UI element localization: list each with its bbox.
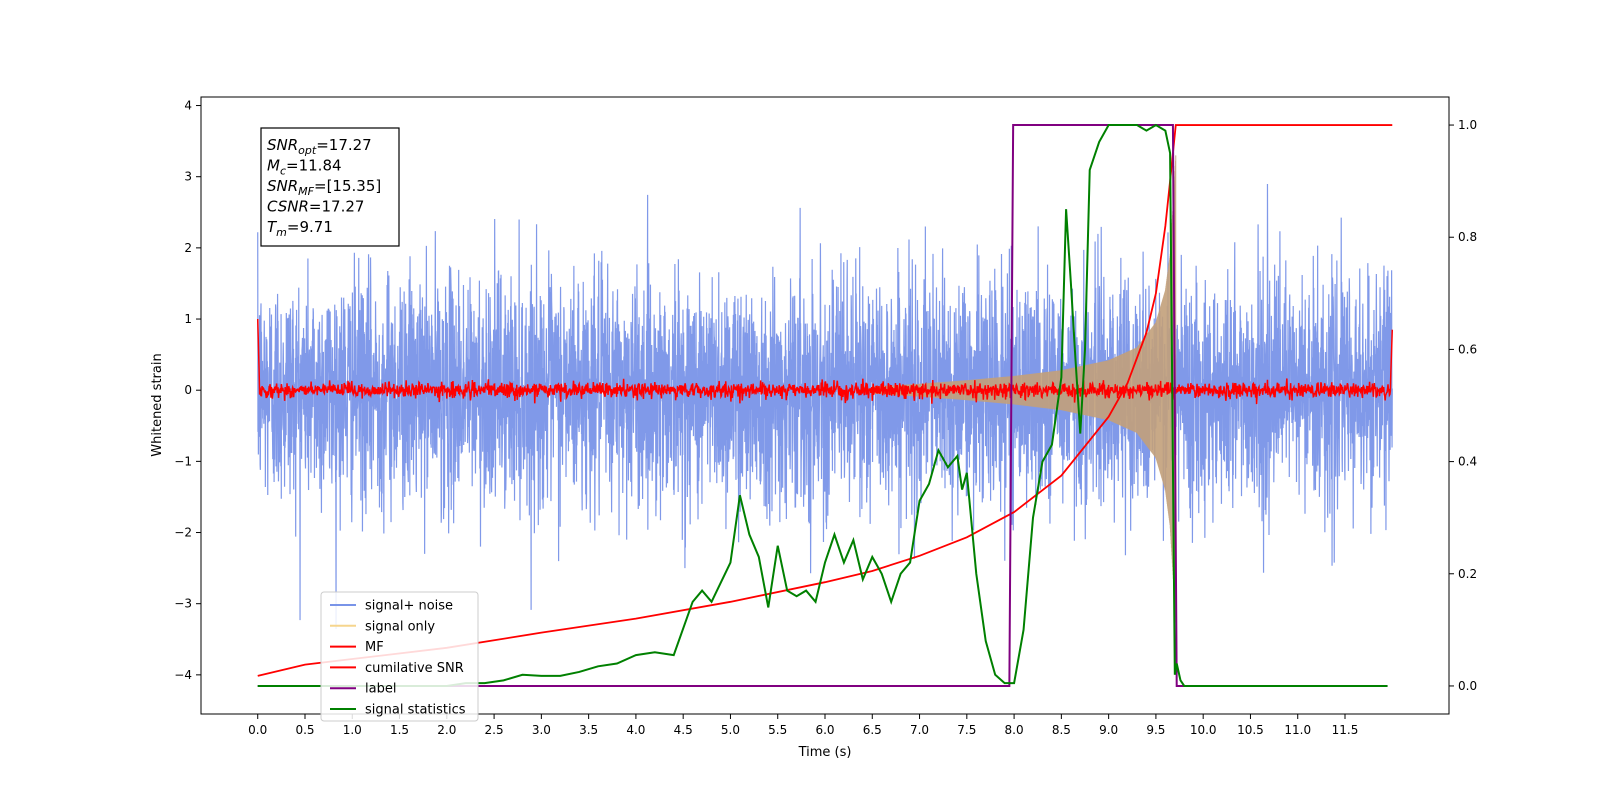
legend-label: MF [365,640,384,655]
annotation-line: SNRopt=17.27 [267,136,372,157]
annotation-line: CSNR=17.27 [267,198,364,216]
y2-tick-label: 0.2 [1458,567,1477,581]
x-tick-label: 6.0 [815,723,834,737]
x-tick-label: 5.5 [768,723,787,737]
x-tick-label: 0.5 [295,723,314,737]
legend-label: label [365,682,396,697]
stats-annotation-box: SNRopt=17.27Mc=11.84SNRMF=[15.35]CSNR=17… [260,127,400,247]
annotation-frame [260,127,400,247]
legend-label: signal only [365,619,435,634]
x-tick-label: 11.0 [1284,723,1311,737]
x-tick-label: 2.5 [485,723,504,737]
x-tick-label: 1.5 [390,723,409,737]
x-tick-label: 8.0 [1005,723,1024,737]
y-axis-right: 0.0 0.2 0.4 0.6 0.8 1.0 [1449,118,1477,693]
x-tick-label: 7.5 [957,723,976,737]
x-tick-label: 3.5 [579,723,598,737]
x-tick-label: 3.0 [532,723,551,737]
y2-tick-label: 0.6 [1458,342,1477,356]
annotation-line: Tm=9.71 [267,218,333,239]
x-tick-label: 11.5 [1332,723,1359,737]
y-tick-label: 1 [184,312,192,326]
x-tick-label: 0.0 [248,723,267,737]
y-tick-label: −1 [174,454,192,468]
y2-tick-label: 0.4 [1458,455,1477,469]
x-tick-label: 2.0 [437,723,456,737]
series-signal-statistics [257,123,1388,687]
y2-tick-label: 0.0 [1458,679,1477,693]
y-tick-label: −4 [174,668,192,682]
x-tick-label: 7.0 [910,723,929,737]
y-tick-label: 2 [184,241,192,255]
x-tick-label: 4.0 [626,723,645,737]
legend-label: signal statistics [365,703,466,718]
x-tick-label: 10.5 [1237,723,1264,737]
x-tick-label: 9.0 [1099,723,1118,737]
x-axis-label: Time (s) [798,745,852,760]
x-tick-label: 5.0 [721,723,740,737]
series-mf [256,319,1394,405]
y-axis-left: −4 −3 −2 −1 0 1 2 3 4 [174,99,201,682]
y2-tick-label: 1.0 [1458,118,1477,132]
x-axis: 0.0 0.5 1.0 1.5 2.0 2.5 3.0 3.5 4.0 4.5 5.0 5.5 6.0 6… [248,714,1358,737]
y-tick-label: 0 [184,383,192,397]
x-tick-label: 4.5 [674,723,693,737]
legend-label: cumilative SNR [365,661,464,676]
legend-frame [320,591,479,722]
y-tick-label: −3 [174,597,192,611]
annotation-line: Mc=11.84 [267,157,342,178]
x-tick-label: 1.0 [343,723,362,737]
legend: signal+ noise signal only MF cumilative SNR… [320,591,479,722]
x-tick-label: 9.5 [1146,723,1165,737]
y-tick-label: −2 [174,526,192,540]
x-tick-label: 8.5 [1052,723,1071,737]
x-tick-label: 6.5 [863,723,882,737]
series-signal-noise [257,184,1393,629]
annotation-line: SNRMF=[15.35] [267,177,381,198]
legend-label: signal+ noise [365,599,453,614]
y-axis-label: Whitened strain [150,353,165,456]
y-tick-label: 3 [184,170,192,184]
y-tick-label: 4 [184,99,192,113]
y2-tick-label: 0.8 [1458,230,1477,244]
x-tick-label: 10.0 [1190,723,1217,737]
